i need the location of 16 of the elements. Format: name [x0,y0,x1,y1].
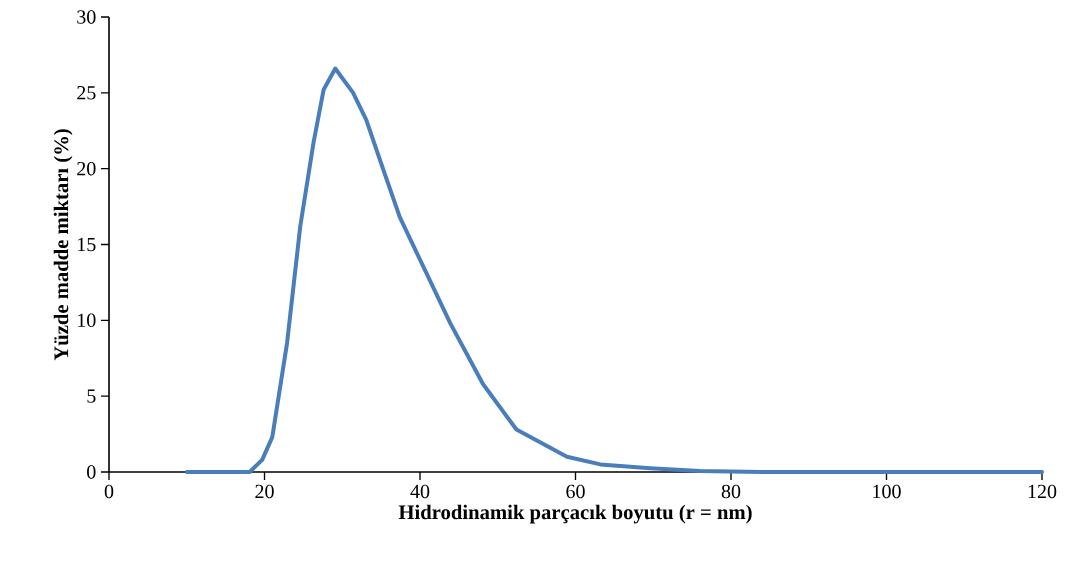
x-tick-label: 40 [410,484,430,499]
x-tick-label: 120 [1028,484,1057,499]
x-tick-label: 80 [721,484,741,499]
x-axis-title: Hidrodinamik parçacık boyutu (r = nm) [398,504,752,524]
y-tick-label: 0 [87,465,96,479]
x-tick-label: 60 [566,484,585,499]
y-axis-title: Yüzde madde miktarı (%) [53,129,73,361]
x-tick-label: 100 [873,484,901,499]
y-tick-label: 30 [77,10,96,24]
y-tick-label: 25 [77,86,96,100]
y-tick-label: 15 [78,237,96,252]
y-tick-label: 20 [77,161,96,176]
y-tick-label: 5 [87,389,96,403]
x-tick-label: 20 [255,484,274,499]
y-tick-label: 10 [78,313,96,328]
x-tick-label: 0 [104,484,114,499]
